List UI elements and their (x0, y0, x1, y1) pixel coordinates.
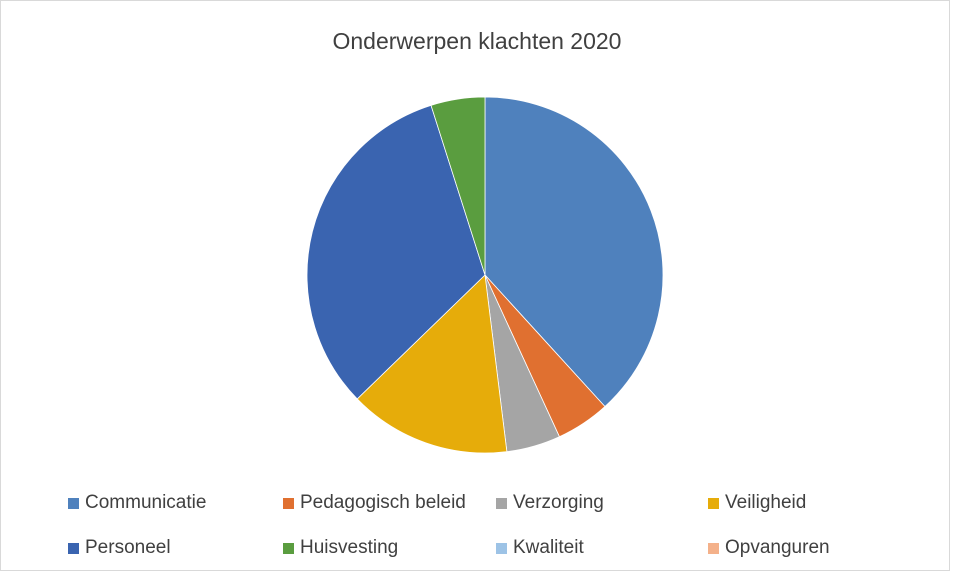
pie-slice-communicatie (484, 96, 664, 408)
legend-label: Opvanguren (725, 537, 830, 558)
legend-swatch (68, 542, 79, 554)
legend-item-huisvesting: Huisvesting (283, 537, 398, 559)
legend-swatch (68, 497, 79, 509)
legend-swatch (708, 542, 719, 554)
legend-item-personeel: Personeel (68, 537, 171, 559)
legend-item-veiligheid: Veiligheid (708, 492, 806, 514)
pie-slice-personeel (306, 104, 486, 400)
legend-label: Kwaliteit (513, 537, 584, 558)
pie-slice-huisvesting (430, 96, 486, 276)
legend-item-kwaliteit: Kwaliteit (496, 537, 584, 559)
legend-swatch (708, 497, 719, 509)
legend-item-verzorging: Verzorging (496, 492, 604, 514)
pie-slices (306, 96, 664, 454)
legend-swatch (283, 542, 294, 554)
legend-item-opvanguren: Opvanguren (708, 537, 830, 559)
legend-item-communicatie: Communicatie (68, 492, 206, 514)
legend-swatch (496, 497, 507, 509)
legend-label: Verzorging (513, 492, 604, 513)
legend-label: Communicatie (85, 492, 207, 513)
legend-swatch (496, 542, 507, 554)
legend-label: Personeel (85, 537, 171, 558)
chart-title: Onderwerpen klachten 2020 (332, 28, 622, 54)
legend-swatch (283, 497, 294, 509)
legend-label: Huisvesting (300, 537, 399, 558)
pie-slice-veiligheid (356, 274, 508, 454)
legend-item-pedagogisch-beleid: Pedagogisch beleid (283, 492, 466, 514)
legend-label: Pedagogisch beleid (300, 492, 466, 513)
legend-label: Veiligheid (725, 492, 807, 513)
